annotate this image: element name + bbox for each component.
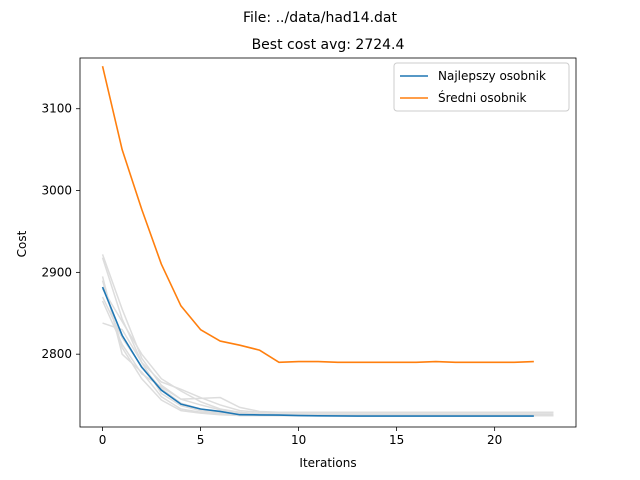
y-tick-label: 2800 <box>41 347 72 361</box>
x-tick-label: 0 <box>99 433 107 447</box>
background-runs <box>101 254 554 417</box>
chart-title: Best cost avg: 2724.4 <box>252 37 405 53</box>
x-tick-label: 15 <box>389 433 404 447</box>
background-run-line <box>101 300 554 414</box>
plot-area-frame <box>79 57 577 428</box>
series-line-sredni <box>101 65 534 364</box>
x-tick-label: 5 <box>197 433 205 447</box>
y-axis-ticks: 2800 2900 3000 3100 <box>41 102 80 361</box>
y-tick-label: 2900 <box>41 265 72 279</box>
y-tick-label: 3100 <box>41 102 72 116</box>
legend-label: Najlepszy osobnik <box>438 69 546 83</box>
legend-box <box>393 62 570 112</box>
figure-suptitle: File: ../data/had14.dat <box>243 10 398 26</box>
y-tick-label: 3000 <box>41 184 72 198</box>
x-axis-ticks: 0 5 10 15 20 <box>99 427 502 447</box>
background-run-line <box>101 288 554 416</box>
background-run-line <box>101 254 554 417</box>
legend: Najlepszy osobnik Średni osobnik <box>393 62 570 112</box>
x-tick-label: 20 <box>487 433 502 447</box>
series-lines <box>101 65 534 417</box>
series-line-najlepszy <box>101 286 534 417</box>
y-axis-label: Cost <box>15 230 29 257</box>
background-run-line <box>101 296 554 417</box>
x-tick-label: 10 <box>291 433 306 447</box>
legend-label: Średni osobnik <box>438 90 527 105</box>
x-axis-label: Iterations <box>299 456 356 470</box>
